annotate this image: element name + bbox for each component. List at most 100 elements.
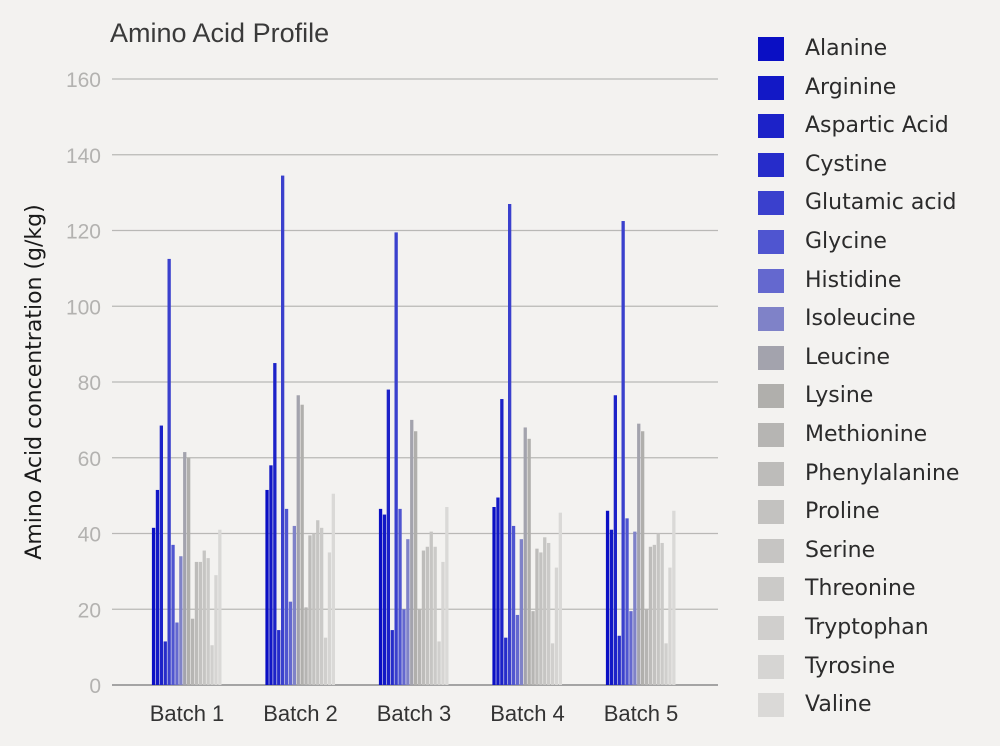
legend-label: Leucine: [805, 344, 891, 370]
y-tick-label: 60: [78, 448, 101, 471]
bar: [218, 529, 222, 685]
y-tick-label: 160: [66, 69, 101, 92]
legend-item: Valine: [758, 690, 998, 718]
legend-swatch: [758, 577, 784, 602]
legend-label: Histidine: [805, 267, 902, 293]
y-tick-label: 80: [78, 372, 101, 395]
bar: [378, 508, 383, 685]
bar: [672, 510, 676, 685]
legend-swatch: [758, 461, 784, 486]
bar: [633, 531, 637, 685]
legend-item: Isoleucine: [758, 304, 998, 332]
bar: [281, 175, 285, 685]
legend-swatch: [758, 191, 784, 216]
bar: [648, 546, 653, 685]
bar: [441, 561, 445, 685]
bar: [660, 542, 664, 685]
legend-item: Tryptophan: [758, 613, 998, 640]
bar: [296, 395, 300, 685]
bar: [558, 512, 562, 685]
x-tick-label: Batch 4: [490, 701, 565, 726]
y-tick-labels: 0 20 40 60 80 100 120 140 160: [66, 69, 101, 698]
bar: [398, 508, 402, 685]
legend-label: Phenylalanine: [805, 460, 960, 486]
bar: [331, 493, 335, 685]
bar: [605, 510, 610, 685]
legend-swatch: [758, 654, 784, 679]
bar: [523, 427, 527, 685]
bar: [183, 452, 187, 685]
bar: [641, 431, 645, 685]
legend-label: Threonine: [805, 576, 916, 602]
legend-item: Histidine: [758, 266, 998, 293]
bar: [527, 438, 531, 685]
bar: [210, 645, 214, 685]
legend-label: Cystine: [805, 151, 888, 177]
bar: [202, 550, 206, 685]
x-tick-label: Batch 3: [377, 701, 452, 726]
legend-item: Threonine: [758, 574, 998, 602]
legend-label: Methionine: [805, 422, 928, 447]
legend-swatch: [758, 500, 784, 525]
legend-swatch: [758, 37, 784, 61]
bar: [320, 527, 324, 685]
bar: [402, 609, 406, 685]
x-tick-label: Batch 2: [263, 701, 338, 726]
bar: [167, 258, 171, 685]
bar: [519, 539, 523, 685]
legend-item: Glutamic acid: [758, 188, 998, 216]
legend-swatch: [758, 75, 784, 100]
bar: [504, 637, 508, 685]
bar: [171, 544, 175, 685]
legend-label: Aspartic Acid: [805, 113, 949, 139]
bar: [155, 489, 160, 685]
bar: [433, 546, 437, 685]
bar: [214, 575, 218, 685]
bar: [621, 221, 625, 685]
legend-swatch: [758, 268, 784, 293]
bar: [198, 561, 202, 685]
bar: [637, 423, 641, 685]
bar: [664, 643, 668, 685]
legend-item: Aspartic Acid: [758, 111, 998, 139]
bar: [508, 203, 512, 686]
legend-swatch: [758, 152, 784, 177]
y-tick-label: 0: [89, 675, 101, 698]
legend-label: Arginine: [805, 74, 897, 100]
bar: [617, 635, 621, 685]
bar: [515, 614, 520, 685]
bar: [625, 518, 629, 685]
legend-label: Glycine: [805, 229, 887, 254]
bar: [284, 508, 289, 685]
bar: [269, 465, 273, 685]
bar: [629, 611, 633, 685]
bar: [175, 622, 179, 685]
legend-swatch: [758, 423, 784, 447]
bar: [288, 601, 293, 685]
legend-item: Leucine: [758, 343, 998, 370]
bar: [437, 641, 441, 685]
bars: [151, 175, 676, 686]
x-tick-label: Batch 5: [604, 701, 679, 726]
bar: [531, 611, 535, 685]
bar: [190, 618, 195, 685]
bar: [159, 425, 163, 685]
legend-swatch: [758, 616, 784, 640]
bar: [656, 533, 660, 685]
bar: [179, 556, 183, 685]
x-tick-label: Batch 1: [150, 701, 225, 726]
bar: [414, 431, 418, 685]
legend-label: Alanine: [805, 36, 888, 61]
legend-item: Alanine: [758, 34, 998, 61]
bar: [425, 546, 429, 685]
bar: [644, 609, 649, 685]
legend-item: Proline: [758, 497, 998, 525]
bar: [300, 404, 304, 685]
x-tick-labels: Batch 1 Batch 2 Batch 3 Batch 4 Batch 5: [150, 701, 679, 726]
bar: [304, 607, 308, 685]
legend-swatch: [758, 114, 784, 139]
bar: [265, 489, 269, 685]
legend-label: Tryptophan: [805, 615, 929, 640]
bar: [550, 643, 555, 685]
